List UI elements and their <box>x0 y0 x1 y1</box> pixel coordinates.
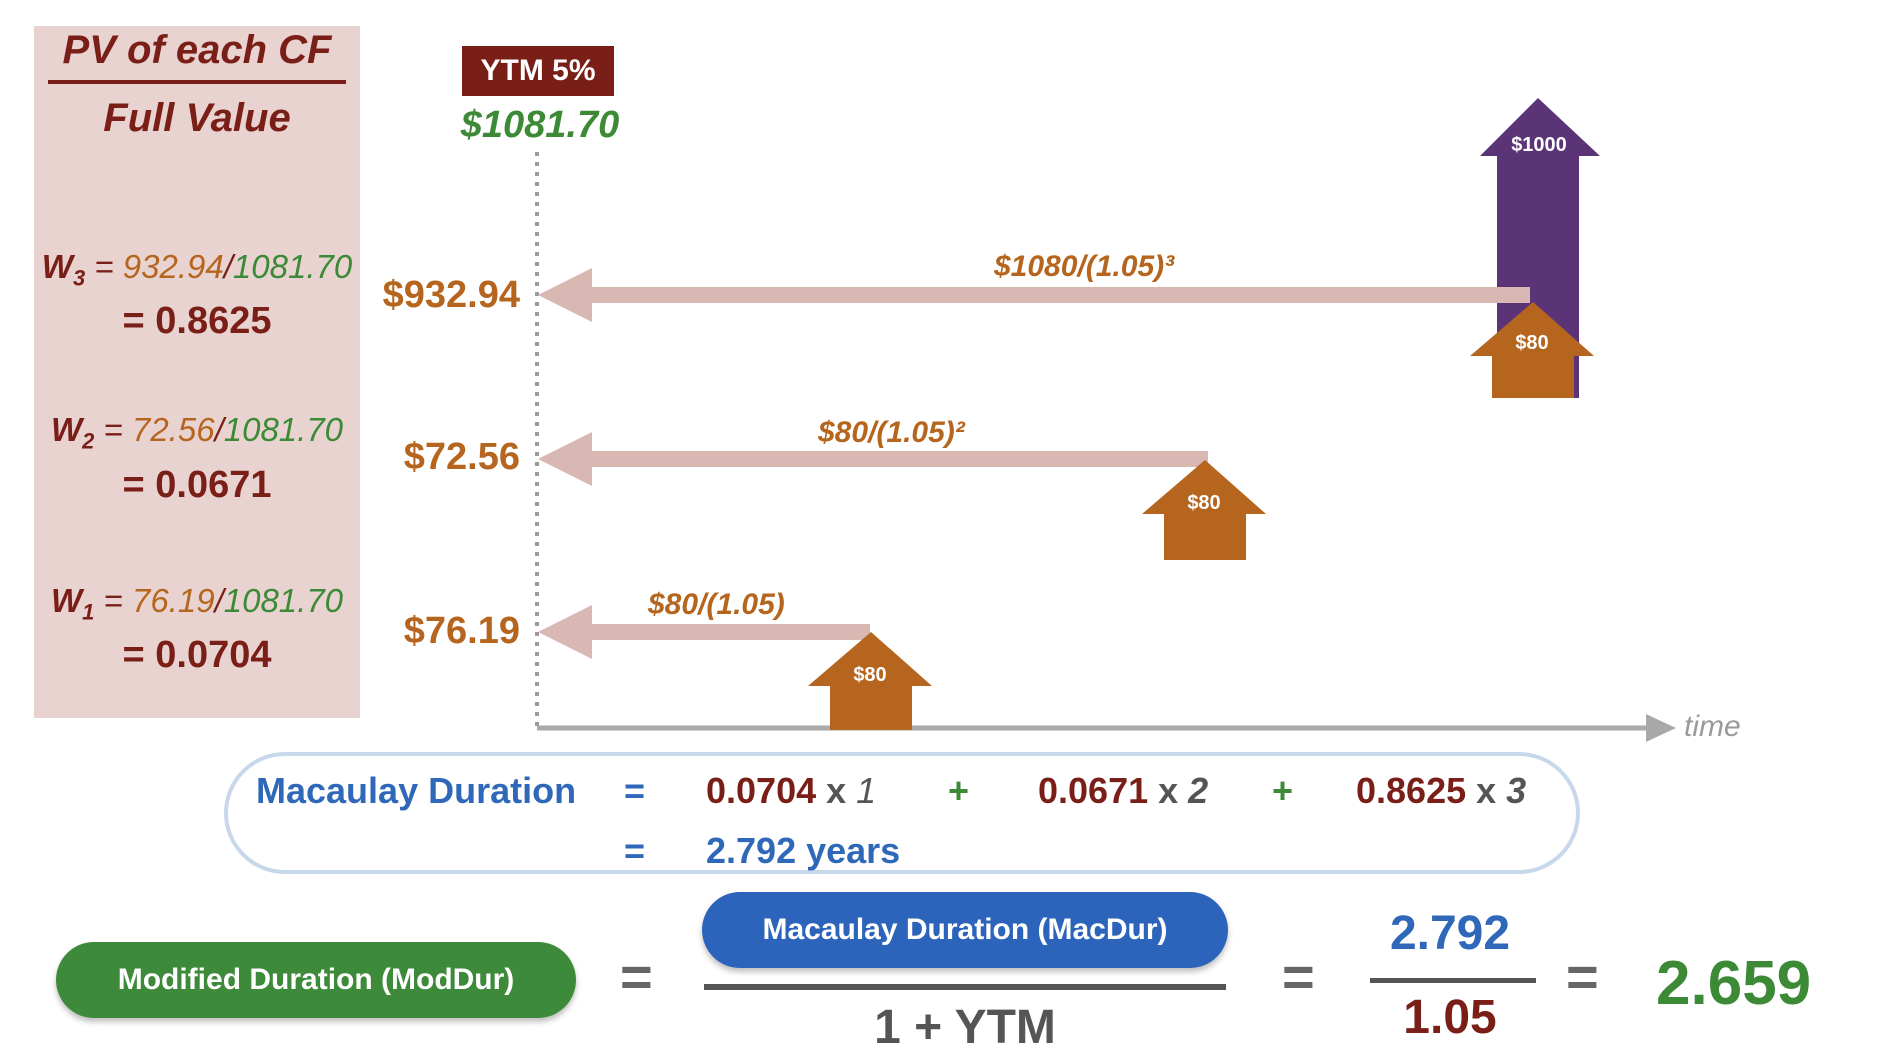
macaulay-term-2-weight: 0.0671 <box>1038 770 1149 811</box>
principal-label: $1000 <box>1511 134 1567 156</box>
plus-sign-2: + <box>1272 770 1294 811</box>
cashflow-arrow-3 <box>1470 302 1594 398</box>
cashflow-arrow-2 <box>1142 460 1266 560</box>
modified-duration-pill: Modified Duration (ModDur) <box>56 942 576 1018</box>
discount-label-2: $80/(1.05)² <box>818 416 965 449</box>
weight-1-formula: W1 = 76.19/1081.70 <box>50 582 344 625</box>
denominator-value: 1.05 <box>1403 991 1497 1044</box>
cashflow-label-2: $80 <box>1187 492 1221 514</box>
macaulay-term-1: 0.0704 x 1 <box>706 770 876 812</box>
weight-2-formula: W2 = 72.56/1081.70 <box>50 411 344 454</box>
macaulay-label: Macaulay Duration <box>256 770 577 811</box>
full-value: $1081.70 <box>460 104 620 146</box>
pv-arrow-2 <box>538 432 1208 486</box>
weight-3-value: = 0.8625 <box>122 300 272 342</box>
pv-label-1: $76.19 <box>403 610 520 652</box>
macaulay-equals: = <box>624 770 646 811</box>
plus-sign-1: + <box>948 770 970 811</box>
times-sign: x <box>1158 770 1179 811</box>
panel-title-top: PV of each CF <box>62 28 332 72</box>
weight-1-numerator: 76.19 <box>131 582 215 619</box>
denominator-label: 1 + YTM <box>874 1001 1056 1054</box>
macaulay-term-1-weight: 0.0704 <box>706 770 817 811</box>
weight-1-value: = 0.0704 <box>122 634 272 676</box>
macaulay-result: 2.792 years <box>706 830 901 871</box>
numerator-value: 2.792 <box>1389 907 1511 960</box>
time-label: time <box>1684 710 1741 743</box>
weight-1-denominator: 1081.70 <box>223 582 344 619</box>
panel-title-bottom: Full Value <box>103 96 291 140</box>
pv-label-2: $72.56 <box>403 436 520 478</box>
discount-label-3: $1080/(1.05)³ <box>994 250 1175 283</box>
mod-equals-2: = <box>1282 945 1315 1008</box>
macaulay-term-2: 0.0671 x 2 <box>1038 770 1208 812</box>
weight-2-numerator: 72.56 <box>131 411 215 448</box>
pv-arrow-1 <box>538 605 870 659</box>
ytm-badge: YTM 5% <box>462 46 614 96</box>
mod-equals-3: = <box>1566 945 1599 1008</box>
mod-equals-1: = <box>620 945 653 1008</box>
macaulay-term-1-t: 1 <box>856 770 877 811</box>
weight-3-numerator: 932.94 <box>122 248 224 285</box>
fraction-line-1 <box>704 984 1226 990</box>
times-sign: x <box>826 770 847 811</box>
discount-label-1: $80/(1.05) <box>648 588 785 621</box>
pv-label-3: $932.94 <box>382 274 520 316</box>
weight-2-denominator: 1081.70 <box>223 411 344 448</box>
weight-3-formula: W3 = 932.94/1081.70 <box>41 248 353 291</box>
macaulay-equals-2: = <box>624 830 646 871</box>
macaulay-term-2-t: 2 <box>1188 770 1209 811</box>
weights-panel: PV of each CF Full Value W3 = 932.94/108… <box>34 26 360 718</box>
fraction-bar <box>48 80 346 84</box>
weight-3-denominator: 1081.70 <box>232 248 353 285</box>
times-sign: x <box>1476 770 1497 811</box>
cashflow-label-1: $80 <box>853 664 887 686</box>
pv-arrow-3 <box>538 268 1530 322</box>
time-axis-arrowhead <box>1646 714 1676 742</box>
cashflow-arrow-1 <box>808 632 932 730</box>
modified-duration-result: 2.659 <box>1656 949 1812 1018</box>
macaulay-duration-pill: Macaulay Duration (MacDur) <box>702 892 1228 968</box>
macaulay-term-3-t: 3 <box>1506 770 1527 811</box>
weight-2-value: = 0.0671 <box>122 464 272 506</box>
macaulay-term-3: 0.8625 x 3 <box>1356 770 1526 812</box>
fraction-line-2 <box>1370 978 1536 983</box>
macaulay-duration-box <box>224 752 1580 874</box>
macaulay-term-3-weight: 0.8625 <box>1356 770 1467 811</box>
cashflow-label-3: $80 <box>1515 332 1549 354</box>
